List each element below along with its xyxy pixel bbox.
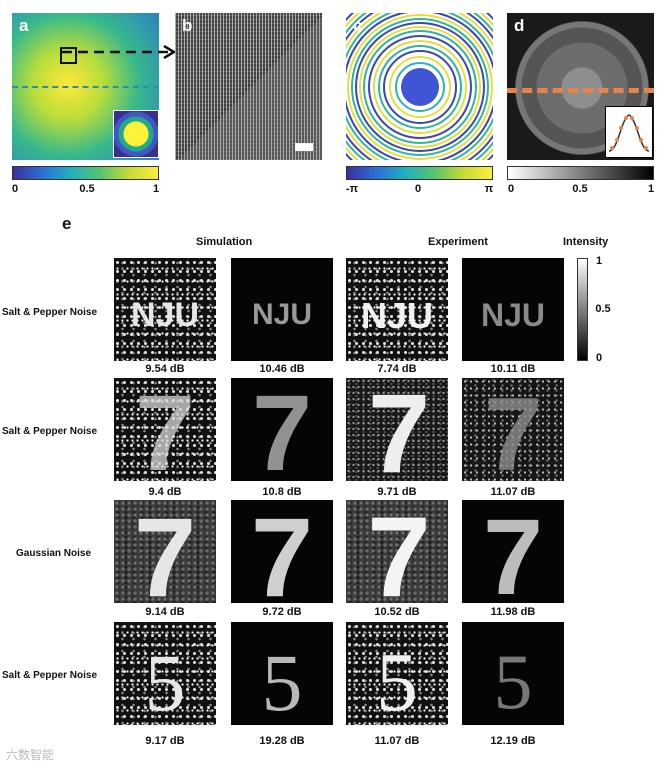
tick-a-0: 0 — [11, 183, 19, 195]
row3-psnr-1: 9.14 dB — [145, 606, 185, 618]
row1-sim-recovered: NJU — [231, 258, 333, 361]
colorbar-a — [12, 166, 159, 180]
row2-exp-noisy: 7 — [346, 378, 448, 481]
profile-curve — [608, 114, 650, 152]
dashed-line-a — [12, 86, 159, 88]
row3-psnr-2: 9.72 dB — [262, 606, 302, 618]
panel-label-b: b — [182, 16, 193, 35]
row-label-3: Gaussian Noise — [16, 548, 92, 559]
header-simulation: Simulation — [196, 236, 253, 248]
panel-b-metasurface-pattern: b — [175, 13, 322, 160]
row4-exp-noisy: 5 — [346, 622, 448, 725]
glyph-nju: NJU — [361, 295, 433, 336]
tick-d-0: 0 — [507, 183, 515, 195]
watermark: 六数智能 — [6, 748, 55, 762]
glyph-five: 5 — [376, 636, 418, 725]
row1-sim-noisy: NJU — [114, 258, 216, 361]
row1-psnr-1: 9.54 dB — [145, 363, 185, 375]
arrow-a-to-b — [62, 45, 177, 59]
row2-psnr-3: 9.71 dB — [377, 486, 417, 498]
tick-c-1: 0 — [414, 183, 422, 195]
selection-box — [60, 47, 77, 64]
glyph-seven: 7 — [251, 500, 313, 603]
intensity-tick-0-5: 0.5 — [595, 303, 611, 315]
row3-sim-recovered: 7 — [231, 500, 333, 603]
colorbar-d — [507, 166, 654, 180]
row2-sim-recovered: 7 — [231, 378, 333, 481]
header-experiment: Experiment — [428, 236, 488, 248]
tick-a-2: 1 — [152, 183, 160, 195]
row4-sim-recovered: 5 — [231, 622, 333, 725]
dashed-line-d — [507, 88, 654, 93]
row3-exp-noisy: 7 — [346, 500, 448, 603]
row-label-4: Salt & Pepper Noise — [2, 670, 98, 681]
row4-psnr-2: 19.28 dB — [259, 735, 305, 747]
glyph-nju: NJU — [481, 297, 545, 333]
row2-psnr-2: 10.8 dB — [262, 486, 302, 498]
glyph-five: 5 — [262, 637, 303, 725]
header-intensity: Intensity — [563, 236, 609, 248]
panel-label-d: d — [514, 16, 525, 35]
glyph-nju: NJU — [252, 298, 312, 331]
glyph-five: 5 — [494, 638, 533, 725]
glyph-seven: 7 — [252, 378, 312, 481]
phase-rings — [346, 13, 493, 160]
row1-psnr-3: 7.74 dB — [377, 363, 417, 375]
tick-d-1: 0.5 — [572, 183, 588, 195]
glyph-seven: 7 — [483, 500, 543, 603]
row3-exp-recovered: 7 — [462, 500, 564, 603]
panel-label-e: e — [62, 214, 72, 233]
row4-exp-recovered: 5 — [462, 622, 564, 725]
intensity-tick-0: 0 — [595, 352, 603, 364]
panel-a-intensity-map: a — [12, 13, 159, 160]
panel-label-c: c — [353, 16, 363, 35]
panel-label-a: a — [19, 16, 29, 35]
scale-bar — [295, 143, 313, 151]
row4-psnr-4: 12.19 dB — [490, 735, 536, 747]
glyph-seven: 7 — [135, 378, 195, 481]
row4-psnr-1: 9.17 dB — [145, 735, 185, 747]
row2-psnr-4: 11.07 dB — [490, 486, 536, 498]
glyph-seven: 7 — [484, 378, 542, 481]
row1-psnr-2: 10.46 dB — [259, 363, 305, 375]
tick-a-1: 0.5 — [79, 183, 95, 195]
tick-d-2: 1 — [647, 183, 655, 195]
glyph-seven: 7 — [368, 378, 430, 481]
row2-psnr-1: 9.4 dB — [148, 486, 182, 498]
row-label-1: Salt & Pepper Noise — [2, 307, 98, 318]
colorbar-c — [346, 166, 493, 180]
row2-exp-recovered: 7 — [462, 378, 564, 481]
inset-d-profile — [605, 106, 653, 158]
row3-psnr-3: 10.52 dB — [374, 606, 420, 618]
row2-sim-noisy: 7 — [114, 378, 216, 481]
row-label-2: Salt & Pepper Noise — [2, 426, 98, 437]
glyph-five: 5 — [145, 637, 186, 725]
tick-c-0: -π — [345, 183, 359, 195]
row4-psnr-3: 11.07 dB — [374, 735, 420, 747]
panel-c-phase-map: c — [346, 13, 493, 160]
inset-a — [113, 110, 159, 158]
glyph-nju: NJU — [131, 296, 199, 334]
row3-sim-noisy: 7 — [114, 500, 216, 603]
tick-c-2: π — [484, 183, 494, 195]
row1-exp-noisy: NJU — [346, 258, 448, 361]
row1-psnr-4: 10.11 dB — [490, 363, 536, 375]
intensity-tick-1: 1 — [595, 255, 603, 267]
intensity-colorbar — [577, 258, 588, 361]
glyph-seven: 7 — [134, 500, 196, 603]
row3-psnr-4: 11.98 dB — [490, 606, 536, 618]
panel-d-microscope-image: d — [507, 13, 654, 160]
row1-exp-recovered: NJU — [462, 258, 564, 361]
glyph-seven: 7 — [367, 500, 430, 603]
row4-sim-noisy: 5 — [114, 622, 216, 725]
